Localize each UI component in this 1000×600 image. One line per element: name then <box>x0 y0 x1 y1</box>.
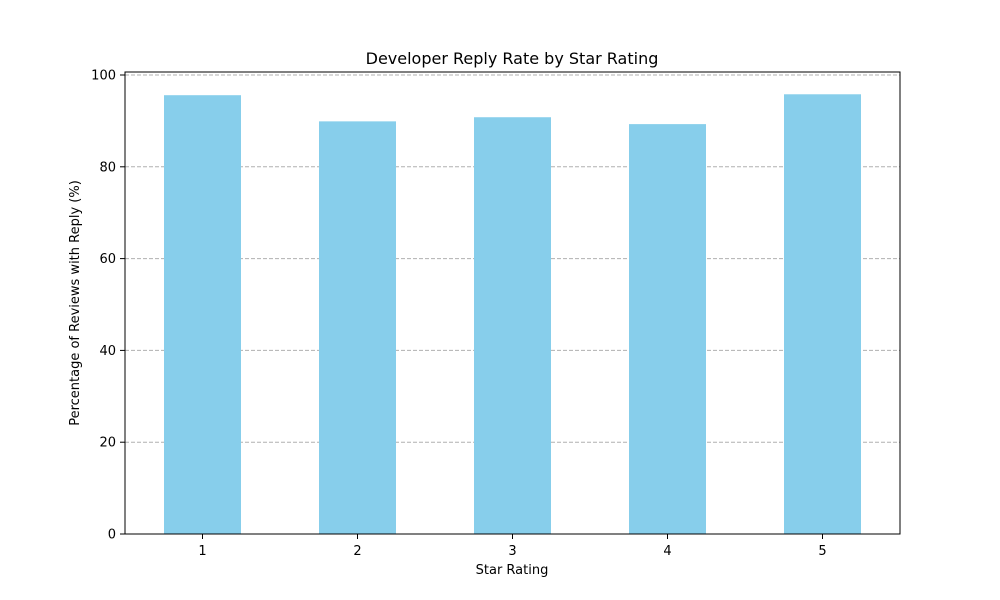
x-tick-label: 3 <box>508 544 516 559</box>
y-tick-label: 80 <box>99 160 116 175</box>
bar-1 <box>164 95 241 535</box>
y-axis-label: Percentage of Reviews with Reply (%) <box>68 180 83 426</box>
bar-3 <box>474 117 551 534</box>
x-axis-ticks: 1 2 3 4 5 <box>198 534 827 559</box>
x-tick-label: 2 <box>353 544 361 559</box>
bar-2 <box>319 121 396 534</box>
x-axis-label: Star Rating <box>476 563 549 578</box>
chart-title: Developer Reply Rate by Star Rating <box>366 49 659 68</box>
bars <box>164 94 861 535</box>
bar-4 <box>629 124 706 534</box>
x-tick-label: 4 <box>663 544 671 559</box>
y-axis-ticks: 0 20 40 60 80 100 <box>91 69 125 543</box>
y-tick-label: 100 <box>91 69 116 84</box>
y-tick-label: 40 <box>99 344 116 359</box>
x-tick-label: 5 <box>818 544 826 559</box>
bar-5 <box>784 94 861 534</box>
y-tick-label: 0 <box>108 528 116 543</box>
x-tick-label: 1 <box>198 544 206 559</box>
y-tick-label: 20 <box>99 436 116 451</box>
y-tick-label: 60 <box>99 252 116 267</box>
